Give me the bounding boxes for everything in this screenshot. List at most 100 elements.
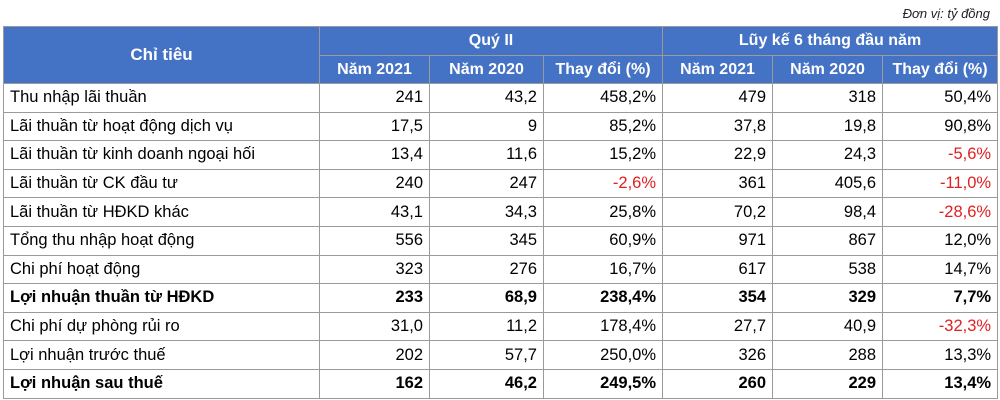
q2-2020-cell: 68,9 bbox=[429, 283, 544, 313]
h1-2021-header: Năm 2021 bbox=[662, 55, 774, 84]
q2-change-cell: 60,9% bbox=[542, 225, 664, 256]
h1-2021-cell: 971 bbox=[662, 225, 774, 256]
q2-2020-cell: 11,2 bbox=[429, 311, 544, 342]
row-label: Lợi nhuận trước thuế bbox=[3, 340, 320, 370]
h1-change-header: Thay đổi (%) bbox=[882, 55, 999, 84]
h1-2021-cell: 354 bbox=[662, 283, 774, 313]
h1-2021-cell: 70,2 bbox=[662, 197, 774, 227]
q2-change-cell: 250,0% bbox=[542, 340, 664, 370]
q2-change-cell: 178,4% bbox=[542, 311, 664, 342]
table-row: Lợi nhuận trước thuế 202 57,7 250,0% 326… bbox=[3, 340, 999, 370]
h1-change-cell: 90,8% bbox=[882, 111, 999, 142]
h1-2020-cell: 329 bbox=[772, 283, 884, 313]
q2-change-cell: 458,2% bbox=[542, 83, 664, 113]
q2-2020-cell: 34,3 bbox=[429, 197, 544, 227]
h1-2021-cell: 479 bbox=[662, 83, 774, 113]
h1-2021-cell: 617 bbox=[662, 254, 774, 285]
row-label: Lãi thuần từ HĐKD khác bbox=[3, 197, 320, 227]
table-row: Tổng thu nhập hoạt động 556 345 60,9% 97… bbox=[3, 225, 999, 256]
h1-change-cell: 12,0% bbox=[882, 225, 999, 256]
h1-2020-cell: 288 bbox=[772, 340, 884, 370]
h1-change-cell: -28,6% bbox=[882, 197, 999, 227]
q2-2021-cell: 17,5 bbox=[319, 111, 430, 142]
q2-2021-cell: 241 bbox=[319, 83, 430, 113]
row-label: Thu nhập lãi thuần bbox=[3, 83, 320, 113]
h1-change-cell: 50,4% bbox=[882, 83, 999, 113]
h1-change-cell: 13,4% bbox=[882, 368, 999, 399]
header-column-row: Năm 2021 Năm 2020 Thay đổi (%) Năm 2021 … bbox=[4, 55, 999, 84]
q2-change-cell: 25,8% bbox=[542, 197, 664, 227]
header-group-row: Chỉ tiêu Quý II Lũy kế 6 tháng đầu năm bbox=[3, 26, 999, 84]
row-label: Lãi thuần từ hoạt động dịch vụ bbox=[3, 111, 320, 142]
h1-2021-cell: 22,9 bbox=[662, 140, 774, 170]
h1-2021-cell: 260 bbox=[662, 368, 774, 399]
table-row: Lãi thuần từ kinh doanh ngoại hối 13,4 1… bbox=[3, 140, 999, 170]
q2-2020-cell: 276 bbox=[429, 254, 544, 285]
h1-2021-cell: 27,7 bbox=[662, 311, 774, 342]
table-row: Lãi thuần từ hoạt động dịch vụ 17,5 9 85… bbox=[3, 111, 999, 142]
h1-2021-cell: 326 bbox=[662, 340, 774, 370]
h1-2020-cell: 229 bbox=[772, 368, 884, 399]
q2-change-header: Thay đổi (%) bbox=[542, 55, 664, 84]
financial-table: Chỉ tiêu Quý II Lũy kế 6 tháng đầu năm N… bbox=[3, 26, 999, 399]
row-label: Lợi nhuận thuần từ HĐKD bbox=[3, 283, 320, 313]
q2-2020-cell: 46,2 bbox=[429, 368, 544, 399]
q2-group-header: Quý II bbox=[318, 26, 664, 56]
h1-2020-cell: 318 bbox=[772, 83, 884, 113]
row-label: Chi phí hoạt động bbox=[3, 254, 320, 285]
q2-2021-cell: 233 bbox=[319, 283, 430, 313]
h1-2020-cell: 405,6 bbox=[772, 168, 884, 199]
table-row: Lãi thuần từ HĐKD khác 43,1 34,3 25,8% 7… bbox=[3, 197, 999, 227]
row-label: Lãi thuần từ CK đầu tư bbox=[3, 168, 320, 199]
q2-2020-header: Năm 2020 bbox=[429, 55, 544, 84]
q2-change-cell: 16,7% bbox=[542, 254, 664, 285]
indicator-header: Chỉ tiêu bbox=[3, 26, 320, 84]
h1-2020-cell: 538 bbox=[772, 254, 884, 285]
q2-2021-cell: 43,1 bbox=[319, 197, 430, 227]
row-label: Lãi thuần từ kinh doanh ngoại hối bbox=[3, 140, 320, 170]
h1-2021-cell: 37,8 bbox=[662, 111, 774, 142]
table-row: Chi phí dự phòng rủi ro 31,0 11,2 178,4%… bbox=[3, 311, 999, 342]
h1-change-cell: 7,7% bbox=[882, 283, 999, 313]
table-row: Lợi nhuận sau thuế 162 46,2 249,5% 260 2… bbox=[3, 368, 999, 399]
q2-2021-cell: 556 bbox=[319, 225, 430, 256]
row-label: Lợi nhuận sau thuế bbox=[3, 368, 320, 399]
q2-change-cell: 85,2% bbox=[542, 111, 664, 142]
unit-note: Đơn vị: tỷ đồng bbox=[902, 6, 990, 21]
table-row: Thu nhập lãi thuần 241 43,2 458,2% 479 3… bbox=[3, 83, 999, 113]
q2-2021-cell: 202 bbox=[319, 340, 430, 370]
row-label: Tổng thu nhập hoạt động bbox=[3, 225, 320, 256]
q2-2020-cell: 345 bbox=[429, 225, 544, 256]
h1-change-cell: -5,6% bbox=[882, 140, 999, 170]
q2-2020-cell: 247 bbox=[429, 168, 544, 199]
h1-2020-cell: 24,3 bbox=[772, 140, 884, 170]
h1-2020-cell: 98,4 bbox=[772, 197, 884, 227]
q2-change-cell: 238,4% bbox=[542, 283, 664, 313]
q2-change-cell: 15,2% bbox=[542, 140, 664, 170]
q2-change-cell: -2,6% bbox=[542, 168, 664, 199]
q2-change-cell: 249,5% bbox=[542, 368, 664, 399]
h1-group-header: Lũy kế 6 tháng đầu năm bbox=[662, 26, 999, 56]
h1-2020-cell: 19,8 bbox=[772, 111, 884, 142]
q2-2020-cell: 9 bbox=[429, 111, 544, 142]
table-row: Chi phí hoạt động 323 276 16,7% 617 538 … bbox=[3, 254, 999, 285]
q2-2021-header: Năm 2021 bbox=[319, 55, 430, 84]
row-label: Chi phí dự phòng rủi ro bbox=[3, 311, 320, 342]
h1-2021-cell: 361 bbox=[662, 168, 774, 199]
h1-change-cell: 13,3% bbox=[882, 340, 999, 370]
h1-change-cell: -32,3% bbox=[882, 311, 999, 342]
q2-2020-cell: 43,2 bbox=[429, 83, 544, 113]
h1-2020-cell: 867 bbox=[772, 225, 884, 256]
q2-2021-cell: 13,4 bbox=[319, 140, 430, 170]
q2-2021-cell: 162 bbox=[319, 368, 430, 399]
h1-change-cell: 14,7% bbox=[882, 254, 999, 285]
q2-2021-cell: 31,0 bbox=[319, 311, 430, 342]
q2-2020-cell: 57,7 bbox=[429, 340, 544, 370]
table-row: Lãi thuần từ CK đầu tư 240 247 -2,6% 361… bbox=[3, 168, 999, 199]
q2-2021-cell: 323 bbox=[319, 254, 430, 285]
q2-2020-cell: 11,6 bbox=[429, 140, 544, 170]
q2-2021-cell: 240 bbox=[319, 168, 430, 199]
h1-2020-cell: 40,9 bbox=[772, 311, 884, 342]
h1-change-cell: -11,0% bbox=[882, 168, 999, 199]
table-row: Lợi nhuận thuần từ HĐKD 233 68,9 238,4% … bbox=[3, 283, 999, 313]
